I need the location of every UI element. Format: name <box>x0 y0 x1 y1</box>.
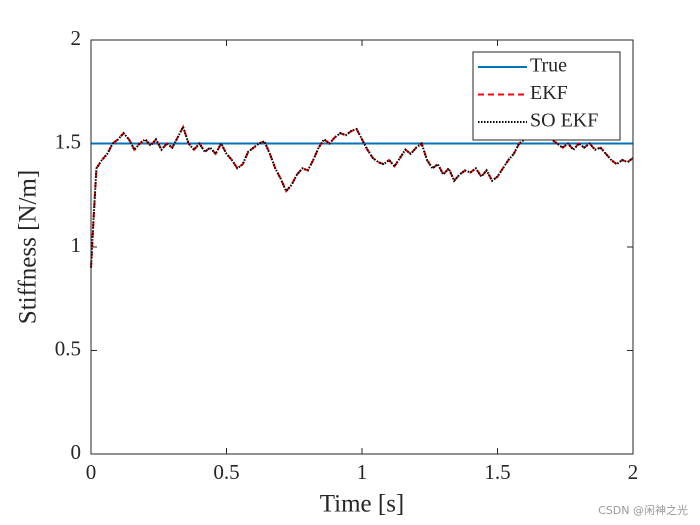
y-tick-label: 0.5 <box>55 336 81 360</box>
legend-label: SO EKF <box>530 110 598 132</box>
watermark: CSDN @闲神之光 <box>598 503 688 517</box>
x-tick-label: 1 <box>357 460 368 484</box>
y-tick-label: 1.5 <box>55 129 81 153</box>
x-tick-label: 2 <box>628 460 639 484</box>
axes-box <box>90 39 634 455</box>
y-tick-label: 1 <box>71 233 82 257</box>
x-tick-label: 1.5 <box>484 460 510 484</box>
y-tick-label: 0 <box>71 440 82 464</box>
y-tick-label: 2 <box>71 26 82 50</box>
legend-label: EKF <box>530 82 568 104</box>
legend-label: True <box>530 55 567 77</box>
x-tick-label: 0.5 <box>213 460 239 484</box>
x-axis-label: Time [s] <box>320 491 405 518</box>
x-tick-label: 0 <box>86 460 97 484</box>
y-axis-label: Stiffness [N/m] <box>15 170 42 324</box>
